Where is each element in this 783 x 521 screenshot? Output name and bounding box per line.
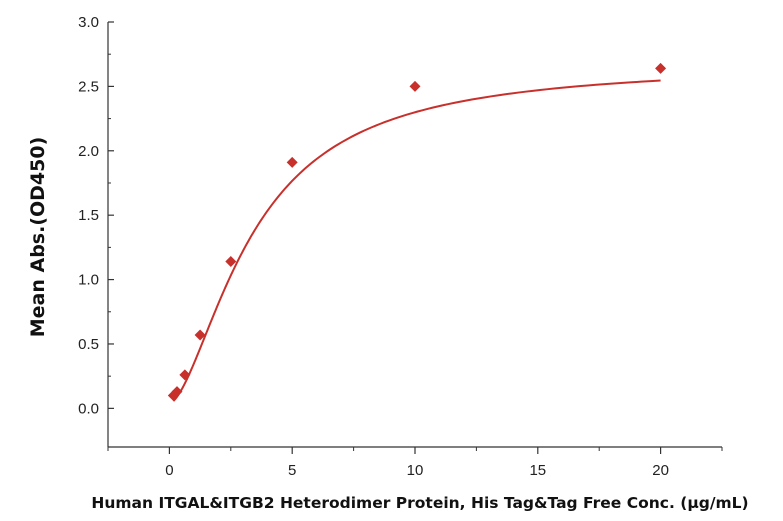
- data-point: [171, 386, 183, 398]
- data-point: [194, 329, 206, 341]
- data-point: [409, 80, 421, 92]
- y-tick-label: 0.0: [78, 400, 99, 417]
- plot-area: [167, 62, 667, 402]
- y-tick-label: 3.0: [78, 14, 99, 31]
- y-axis: 0.0 0.5 1.0 1.5 2.0 2.5 3.0: [78, 14, 114, 447]
- y-tick-label: 1.5: [78, 207, 99, 224]
- y-tick-label: 2.0: [78, 143, 99, 160]
- x-tick-label: 0: [165, 462, 173, 479]
- y-tick-label: 1.0: [78, 272, 99, 289]
- data-point: [655, 62, 667, 74]
- x-tick-label: 10: [407, 462, 424, 479]
- x-tick-label: 5: [288, 462, 296, 479]
- data-point: [286, 156, 298, 168]
- y-axis-title: Mean Abs.(OD450): [27, 137, 49, 338]
- data-point: [179, 369, 191, 381]
- x-axis-title: Human ITGAL&ITGB2 Heterodimer Protein, H…: [91, 494, 748, 512]
- y-tick-label: 2.5: [78, 78, 99, 95]
- fit-curve: [172, 79, 661, 402]
- data-point: [225, 256, 237, 268]
- x-tick-label: 15: [529, 462, 546, 479]
- y-tick-label: 0.5: [78, 336, 99, 353]
- x-tick-label: 20: [652, 462, 669, 479]
- x-axis: 0 5 10 15 20: [107, 446, 723, 479]
